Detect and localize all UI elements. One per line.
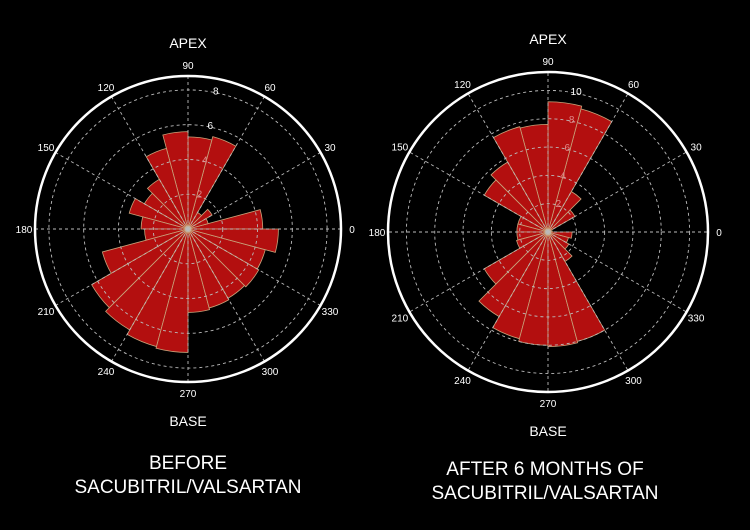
before-angle-tick-label: 90: [182, 61, 194, 72]
after-angle-tick-label: 120: [454, 80, 471, 91]
before-grid-spoke: [187, 228, 265, 362]
after-angle-tick-label: 210: [392, 314, 409, 325]
before-grid-spoke: [187, 96, 265, 230]
before-angle-tick-label: 150: [38, 143, 55, 154]
after-angle-tick-label: 60: [628, 80, 640, 91]
before-bar-2: [187, 208, 213, 230]
after-polar-chart: 0 30 60 90 120 150 180 210 240 270 300 330 2 4 6 8 10 APE…: [369, 31, 723, 439]
before-grid-spoke: [111, 228, 189, 362]
before-angle-tick-label: 0: [349, 225, 355, 236]
after-radial-tick-label: 4: [560, 171, 566, 182]
before-grid-spoke: [187, 152, 321, 230]
before-grid-circle: [152, 193, 224, 265]
after-radial-tick-label: 8: [569, 115, 575, 126]
before-bar-17: [155, 228, 189, 353]
after-grid-spoke: [409, 151, 549, 233]
after-radial-tick-label: 6: [565, 143, 571, 154]
before-angle-tick-label: 330: [322, 307, 339, 318]
after-angle-tick-label: 240: [454, 376, 471, 387]
before-radial-tick-label: 4: [202, 155, 208, 166]
before-angle-tick-label: 270: [180, 389, 197, 400]
after-grid-circle: [434, 118, 662, 346]
after-radial-tick-label: 2: [556, 199, 562, 210]
after-outer-ring: [386, 70, 710, 394]
before-outer-ring: [33, 74, 343, 384]
after-grid-spoke: [547, 231, 629, 371]
before-grid-spoke: [55, 152, 189, 230]
after-base-label: BASE: [529, 423, 566, 439]
before-bar-11: [140, 216, 189, 230]
after-angle-tick-label: 0: [716, 228, 722, 239]
before-angle-tick-label: 240: [98, 367, 115, 378]
after-grid-spoke: [467, 93, 549, 233]
after-grid-spoke: [547, 151, 687, 233]
before-grid-spoke: [111, 96, 189, 230]
before-angle-tick-label: 180: [16, 225, 33, 236]
before-bar-7: [145, 147, 189, 230]
before-base-label: BASE: [169, 413, 206, 429]
before-grid-spoke: [187, 228, 321, 306]
caption-after-line1: AFTER 6 MONTHS OF: [446, 459, 644, 480]
after-angle-tick-label: 300: [625, 376, 642, 387]
after-angle-tick-label: 90: [542, 57, 554, 68]
after-bar-5: [547, 101, 583, 233]
before-angle-tick-label: 120: [98, 83, 115, 94]
before-bar-8: [146, 178, 189, 230]
before-angle-tick-label: 30: [324, 143, 336, 154]
before-radial-tick-label: 8: [213, 87, 219, 98]
after-grid-spoke: [467, 231, 549, 371]
after-angle-tick-label: 30: [691, 143, 703, 154]
before-angle-tick-label: 300: [262, 367, 279, 378]
before-angle-tick-label: 210: [38, 307, 55, 318]
before-angle-tick-label: 60: [264, 83, 276, 94]
before-apex-label: APEX: [169, 35, 207, 51]
before-radial-tick-label: 6: [208, 121, 214, 132]
before-bar-21: [187, 228, 260, 288]
before-bar-19: [187, 228, 230, 309]
after-grid-spoke: [547, 93, 629, 233]
after-angle-tick-label: 270: [540, 399, 557, 410]
caption-before-line2: SACUBITRIL/VALSARTAN: [74, 477, 302, 498]
after-grid-spoke: [409, 231, 549, 313]
after-grid-circle: [519, 203, 577, 261]
caption-before: BEFORE SACUBITRIL/VALSARTAN: [38, 452, 338, 500]
before-radial-tick-label: 2: [197, 190, 203, 201]
before-grid-circle: [117, 158, 259, 300]
after-apex-label: APEX: [529, 31, 567, 47]
before-bar-4: [187, 136, 237, 230]
after-angle-tick-label: 180: [369, 228, 386, 239]
after-grid-circle: [405, 89, 691, 375]
after-radial-tick-label: 10: [571, 87, 583, 98]
caption-after-line2: SACUBITRIL/VALSARTAN: [431, 483, 659, 504]
before-polar-chart: 0 30 60 90 120 150 180 210 240 270 300 330 2 4 6 8 APEX B…: [16, 35, 356, 429]
after-angle-tick-label: 150: [392, 143, 409, 154]
caption-after: AFTER 6 MONTHS OF SACUBITRIL/VALSARTAN: [395, 458, 695, 506]
caption-before-line1: BEFORE: [148, 453, 228, 474]
before-grid-spoke: [55, 228, 189, 306]
after-grid-spoke: [547, 231, 687, 313]
after-angle-tick-label: 330: [688, 314, 705, 325]
